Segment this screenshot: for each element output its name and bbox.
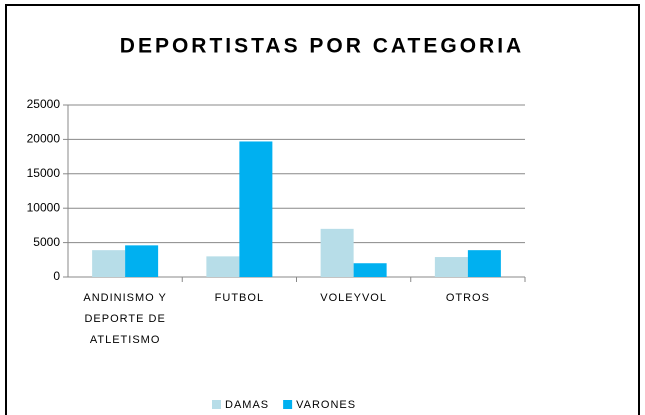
bar — [434, 257, 468, 277]
y-tick-label: 0 — [53, 269, 60, 283]
x-tick-label: FUTBOL — [214, 292, 265, 304]
legend-label: DAMAS — [225, 399, 269, 411]
bar — [92, 250, 126, 277]
x-tick-label: OTROS — [445, 292, 490, 304]
y-tick-label: 5000 — [33, 235, 60, 249]
y-tick-label: 15000 — [27, 166, 61, 180]
chart-title: DEPORTISTAS POR CATEGORIA — [120, 35, 524, 58]
bar — [239, 141, 273, 277]
bar — [125, 245, 159, 277]
bar — [206, 256, 240, 277]
legend-swatch — [212, 400, 221, 409]
y-tick-label: 10000 — [27, 200, 61, 214]
bar — [467, 250, 501, 277]
y-tick-label: 25000 — [27, 97, 61, 111]
chart-frame — [5, 4, 640, 415]
legend-swatch — [283, 400, 293, 409]
legend-label: VARONES — [296, 399, 356, 411]
bar — [320, 228, 354, 277]
y-tick-label: 20000 — [27, 132, 61, 146]
x-tick-label: ANDINISMO Y DEPORTE DE ATLETISMO — [83, 292, 167, 346]
x-tick-label: VOLEYVOL — [320, 292, 387, 304]
bar — [353, 263, 387, 277]
